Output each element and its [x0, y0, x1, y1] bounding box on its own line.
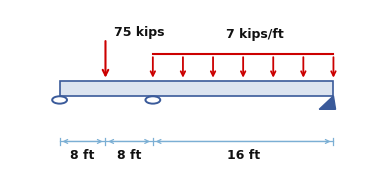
- FancyBboxPatch shape: [60, 81, 333, 96]
- Text: 8 ft: 8 ft: [70, 149, 95, 162]
- Text: 7 kips/ft: 7 kips/ft: [226, 28, 284, 41]
- Text: 16 ft: 16 ft: [227, 149, 260, 162]
- Polygon shape: [319, 96, 335, 109]
- Text: 8 ft: 8 ft: [117, 149, 141, 162]
- Text: 75 kips: 75 kips: [114, 26, 165, 39]
